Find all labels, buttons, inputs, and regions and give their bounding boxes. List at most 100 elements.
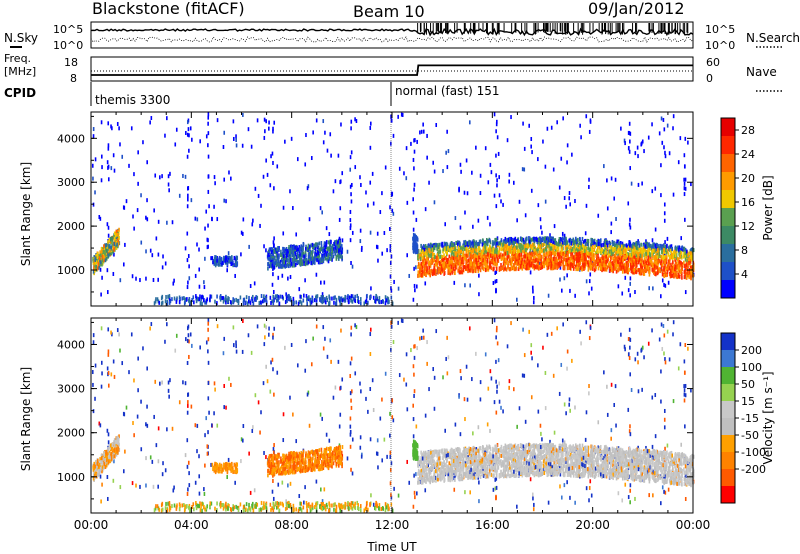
power-cell (652, 256, 654, 261)
power-cell (617, 267, 619, 272)
power-cell (298, 257, 301, 262)
power-cell (93, 267, 96, 272)
power-cell (683, 153, 686, 158)
power-cell (222, 258, 225, 263)
power-cell (111, 236, 113, 241)
power-cell (628, 146, 630, 151)
power-cell (498, 254, 501, 259)
power-cell (284, 260, 287, 265)
power-cell (442, 257, 445, 262)
power-cell (259, 223, 261, 228)
power-cell (549, 247, 552, 252)
power-cell (528, 239, 531, 244)
power-cell (652, 244, 655, 249)
power-cell (252, 218, 254, 223)
power-cell (634, 151, 637, 156)
power-cell (124, 242, 126, 247)
power-cell (204, 256, 206, 261)
power-cell (272, 243, 275, 248)
power-cell (392, 133, 395, 138)
power-cell (386, 248, 388, 253)
power-cell (556, 246, 558, 251)
power-cell (490, 170, 493, 175)
power-cell (678, 247, 680, 252)
power-cell (326, 252, 329, 257)
power-cell (467, 250, 469, 255)
power-cell (174, 142, 177, 147)
power-cell (334, 251, 337, 256)
power-cell (385, 298, 388, 303)
power-cell (580, 265, 583, 270)
power-cell (288, 247, 291, 252)
power-cell (350, 192, 352, 197)
power-cell (413, 149, 416, 154)
power-cell (256, 118, 259, 123)
power-cell (494, 279, 497, 284)
power-cell (437, 245, 440, 250)
cpid-panel: themis 3300 normal (fast) 151 (90, 82, 499, 107)
power-cell (208, 204, 210, 209)
power-cell (493, 266, 495, 271)
power-cell (328, 301, 330, 306)
power-cell (335, 255, 338, 260)
power-cell (483, 259, 486, 264)
power-cell (284, 256, 286, 261)
power-cell (309, 298, 311, 303)
freq-right-tick-bottom: 0 (706, 72, 713, 85)
power-cell (364, 299, 367, 304)
power-cell (391, 208, 394, 213)
power-cell (314, 247, 317, 252)
power-cell (479, 173, 482, 178)
power-cell (606, 265, 609, 270)
power-cell (666, 236, 669, 241)
power-cell (213, 257, 216, 262)
power-cell (266, 172, 269, 177)
power-cell (338, 295, 340, 300)
power-cell (325, 243, 328, 248)
power-cell (157, 219, 160, 224)
power-cell (277, 246, 279, 251)
power-cell (464, 210, 466, 215)
power-cell (282, 262, 285, 267)
power-cell (486, 242, 489, 247)
power-cell (186, 154, 189, 159)
power-cell (118, 126, 120, 131)
power-cell (99, 253, 102, 258)
power-cell (569, 202, 571, 207)
power-cell (658, 252, 661, 257)
power-cell (628, 131, 631, 136)
power-cell (552, 248, 555, 253)
power-cell (333, 249, 336, 254)
power-cell (532, 300, 535, 305)
power-cell (477, 218, 480, 223)
power-cell (318, 241, 321, 246)
power-cell (221, 296, 223, 301)
power-cell (101, 275, 103, 280)
power-cell (365, 190, 367, 195)
power-cell (341, 255, 343, 260)
power-cell (304, 278, 306, 283)
power-cell (508, 179, 510, 184)
power-cell (335, 301, 338, 306)
power-cell (384, 295, 387, 300)
power-cell (270, 253, 272, 258)
power-cell (620, 126, 622, 131)
power-cell (546, 236, 549, 241)
nsky-label: N.Sky (4, 31, 38, 45)
power-cell (271, 252, 274, 257)
power-cell (316, 294, 319, 299)
power-cell (299, 251, 301, 256)
power-cell (351, 299, 354, 304)
power-cell (350, 150, 353, 155)
power-cell (608, 261, 611, 266)
power-cell (553, 256, 555, 261)
power-cell (236, 255, 238, 260)
power-cell (110, 236, 112, 241)
power-cell (329, 252, 332, 257)
power-cell (667, 280, 670, 285)
power-cell (566, 143, 569, 148)
power-cell (274, 294, 277, 299)
power-cell (426, 133, 428, 138)
power-cell (665, 257, 668, 262)
power-cell (212, 260, 214, 265)
